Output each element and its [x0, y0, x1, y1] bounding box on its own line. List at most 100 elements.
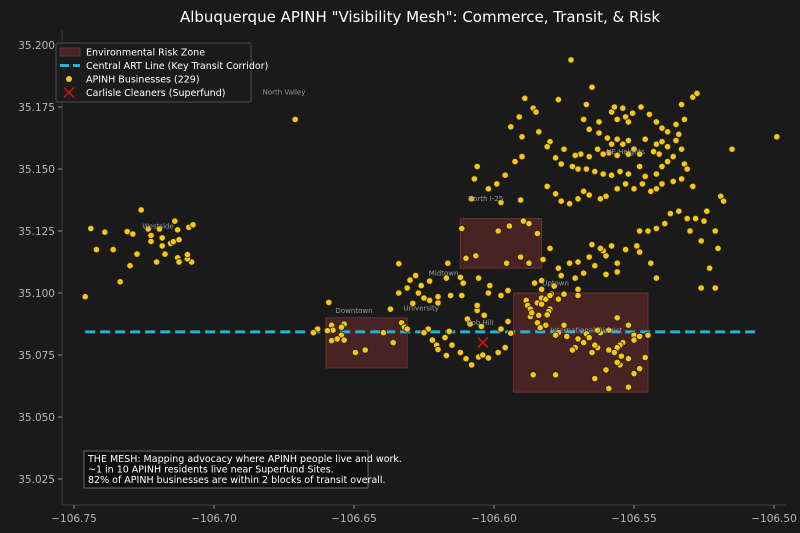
business-point	[480, 311, 488, 319]
business-point	[462, 254, 470, 262]
business-point	[554, 264, 563, 272]
neighborhood-label: Westside	[142, 223, 174, 231]
business-point	[683, 215, 691, 223]
business-point	[325, 298, 333, 306]
business-point	[546, 244, 554, 252]
business-point	[537, 276, 546, 285]
business-point	[635, 227, 644, 235]
business-point	[602, 270, 610, 278]
business-point	[458, 224, 466, 233]
business-point	[579, 269, 588, 277]
business-point	[477, 322, 485, 331]
business-point	[389, 338, 397, 347]
business-point	[486, 281, 494, 290]
business-point	[596, 244, 605, 252]
business-point	[467, 361, 476, 369]
business-point	[463, 315, 471, 323]
business-point	[474, 274, 483, 282]
business-point	[658, 138, 666, 146]
business-point	[484, 289, 492, 297]
business-point	[174, 226, 182, 234]
neighborhood-label: University	[404, 304, 439, 312]
business-point	[773, 133, 781, 141]
business-point	[525, 220, 533, 228]
business-point	[533, 229, 542, 238]
y-axis: 35.025 35.050 35.075 35.100 35.125 35.150 35.1…	[18, 30, 63, 505]
business-point	[666, 210, 675, 218]
business-point	[133, 250, 141, 258]
legend-x-icon	[63, 86, 75, 99]
business-point	[697, 284, 705, 292]
business-point	[403, 284, 411, 292]
business-point	[602, 366, 610, 374]
business-point	[624, 170, 633, 178]
business-point	[658, 180, 666, 188]
chart-title: Albuquerque APINH "Visibility Mesh": Com…	[180, 8, 660, 26]
x-tick-label: −106.50	[751, 513, 797, 525]
business-point	[459, 279, 467, 287]
x-tick-label: −106.70	[191, 513, 237, 525]
business-point	[502, 259, 511, 267]
business-point	[630, 185, 638, 193]
business-point	[155, 225, 163, 233]
business-point	[574, 285, 582, 293]
business-point	[406, 276, 414, 284]
business-point	[554, 96, 563, 104]
business-point	[323, 327, 331, 335]
business-point	[479, 351, 487, 359]
business-point	[536, 324, 544, 332]
business-point	[403, 325, 411, 333]
business-point	[470, 175, 478, 183]
business-point	[494, 227, 502, 235]
business-point	[543, 143, 551, 151]
business-point	[484, 185, 492, 193]
business-point	[434, 345, 442, 354]
business-point	[585, 191, 593, 199]
business-point	[309, 329, 317, 337]
business-point	[109, 246, 117, 254]
business-point	[563, 332, 571, 340]
business-point	[613, 358, 621, 366]
business-point	[644, 331, 652, 339]
business-point	[532, 108, 540, 116]
business-point	[175, 236, 183, 244]
business-point	[607, 171, 616, 179]
business-point	[595, 129, 603, 137]
business-point	[557, 271, 565, 280]
business-point	[442, 274, 450, 282]
business-point	[677, 175, 686, 183]
business-point	[635, 364, 644, 373]
business-point	[605, 326, 613, 334]
business-point	[420, 294, 428, 302]
business-point	[158, 242, 166, 250]
y-tick-label: 35.075	[18, 350, 55, 362]
business-point	[161, 250, 169, 258]
business-point	[291, 115, 299, 124]
business-point	[395, 289, 403, 297]
business-point	[579, 187, 588, 195]
business-point	[505, 222, 513, 230]
business-point	[624, 355, 633, 363]
business-point	[610, 103, 619, 111]
business-point	[409, 299, 417, 307]
business-point	[624, 118, 633, 126]
business-point	[361, 346, 369, 354]
x-tick-label: −106.75	[51, 513, 97, 525]
business-point	[675, 207, 683, 215]
business-point	[501, 343, 509, 352]
legend-label: Central ART Line (Key Transit Corridor)	[86, 61, 268, 72]
y-tick-label: 35.125	[18, 226, 55, 238]
business-point	[605, 384, 613, 393]
business-point	[655, 150, 663, 158]
business-point	[645, 110, 654, 119]
business-point	[574, 291, 582, 300]
neighborhood-label: North I-25	[468, 195, 503, 203]
business-point	[652, 170, 661, 178]
business-point	[529, 371, 537, 379]
business-point	[705, 264, 714, 272]
business-point	[624, 136, 633, 145]
business-point	[591, 374, 599, 383]
y-tick-label: 35.050	[18, 412, 55, 424]
business-point	[504, 317, 512, 326]
business-point	[147, 237, 155, 245]
